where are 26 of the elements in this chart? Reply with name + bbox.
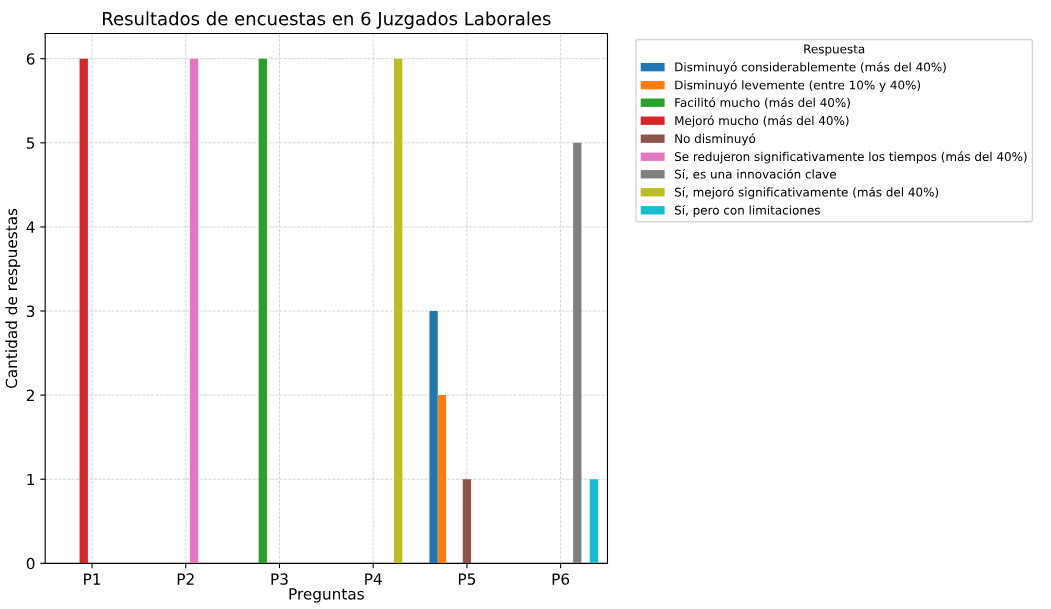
chart-title: Resultados de encuestas en 6 Juzgados Laborales bbox=[103, 11, 551, 29]
legend-label: Facilitó mucho (más del 40%) bbox=[675, 97, 850, 109]
x-axis-title: Preguntas bbox=[289, 588, 364, 603]
legend-label: Sí, pero con limitaciones bbox=[674, 204, 820, 217]
legend-label: Sí, es una innovación clave bbox=[674, 168, 836, 180]
legend-label: Disminuyó considerablemente (más del 40%) bbox=[675, 61, 946, 74]
y-tick-label: 4 bbox=[26, 221, 35, 233]
y-tick-label: 3 bbox=[26, 305, 35, 318]
legend-label: Se redujeron significativamente los tiempos (más del 40%) bbox=[674, 151, 1027, 164]
y-tick-label: 5 bbox=[26, 137, 35, 149]
x-tick-label: P5 bbox=[458, 573, 476, 585]
legend-title: Respuesta bbox=[804, 44, 865, 56]
y-tick-label: 6 bbox=[26, 53, 35, 65]
y-tick-label: 2 bbox=[26, 389, 34, 401]
x-tick-label: P4 bbox=[365, 573, 382, 585]
y-axis-title: Cantidad de respuestas bbox=[5, 208, 21, 388]
x-tick-label: P6 bbox=[552, 573, 570, 585]
y-tick-label: 0 bbox=[26, 557, 35, 570]
x-tick-label: P1 bbox=[84, 573, 101, 585]
legend-label: Sí, mejoró significativamente (más del 40%) bbox=[674, 186, 939, 199]
legend-label: No disminuyó bbox=[675, 133, 756, 146]
legend-label: Disminuyó levemente (entre 10% y 40%) bbox=[675, 79, 921, 92]
legend-label: Mejoró mucho (más del 40%) bbox=[675, 115, 849, 128]
x-tick-label: P2 bbox=[177, 573, 194, 585]
y-tick-label: 1 bbox=[27, 473, 35, 486]
x-tick-label: P3 bbox=[271, 573, 288, 585]
